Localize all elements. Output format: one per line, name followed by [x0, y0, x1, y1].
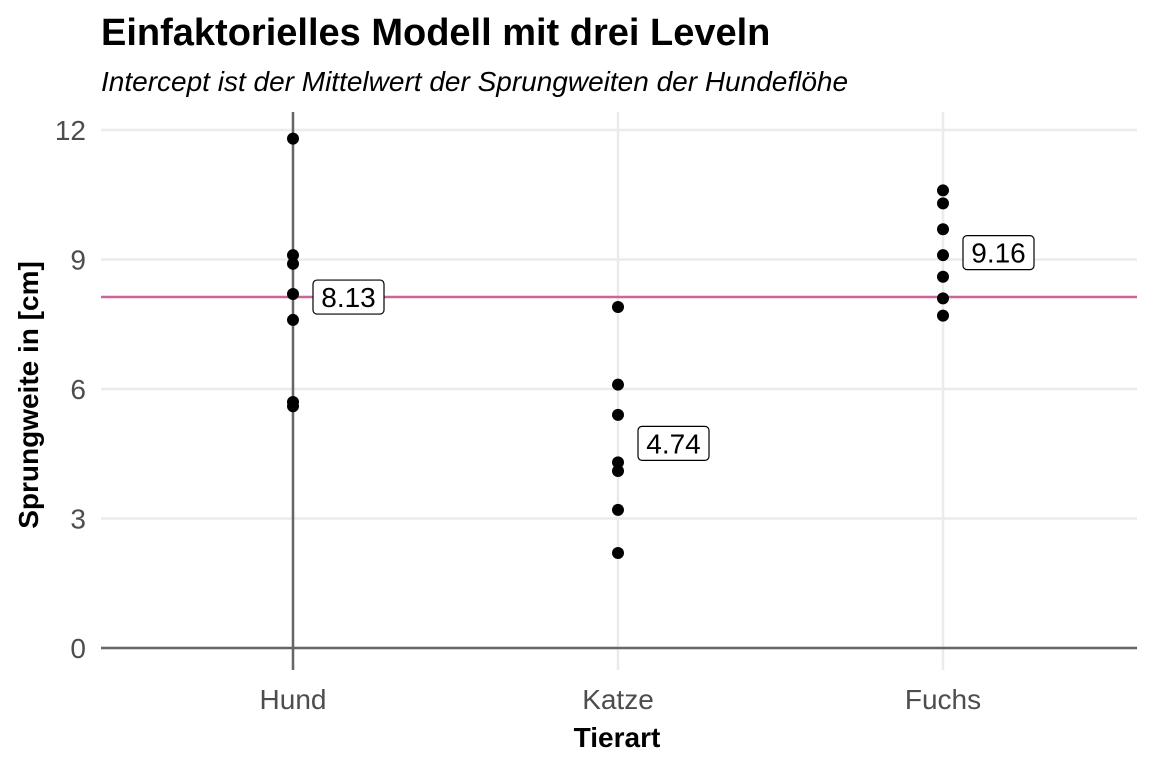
data-point: [937, 292, 949, 305]
data-point: [287, 257, 299, 270]
y-tick-labels: 0 3 6 9 12: [55, 115, 86, 664]
mean-labels: 8.13 4.74 9.16: [312, 234, 1035, 461]
data-point: [612, 456, 624, 469]
data-point: [937, 309, 949, 322]
y-tick-label: 0: [70, 633, 86, 664]
data-point: [287, 288, 299, 301]
x-tick-labels: Hund Katze Fuchs: [260, 684, 982, 715]
mean-label-text: 4.74: [646, 428, 701, 459]
chart-subtitle: Intercept ist der Mittelwert der Sprungw…: [101, 66, 848, 97]
x-tick-label: Katze: [582, 684, 654, 715]
data-point: [287, 132, 299, 145]
data-point: [937, 197, 949, 210]
data-point: [612, 465, 624, 478]
mean-label-text: 8.13: [321, 282, 376, 313]
data-point: [287, 249, 299, 262]
x-tick-label: Fuchs: [905, 684, 981, 715]
y-axis-title: Sprungweite in [cm]: [13, 261, 44, 529]
data-point: [937, 223, 949, 236]
data-point: [937, 249, 949, 262]
grid-lines: [101, 112, 1137, 670]
data-point: [937, 184, 949, 197]
mean-label-box: [962, 234, 1035, 271]
reference-lines: [101, 112, 1137, 670]
y-tick-label: 6: [70, 374, 86, 405]
x-axis-title: Tierart: [574, 722, 661, 753]
data-point: [612, 378, 624, 391]
y-tick-label: 9: [70, 245, 86, 276]
data-point: [612, 408, 624, 421]
data-points: [287, 132, 949, 560]
data-point: [612, 300, 624, 313]
chart-title: Einfaktorielles Modell mit drei Leveln: [101, 12, 770, 54]
y-tick-label: 3: [70, 504, 86, 535]
mean-label-text: 9.16: [971, 238, 1026, 269]
data-point: [287, 313, 299, 326]
data-point: [612, 503, 624, 516]
data-point: [612, 547, 624, 560]
mean-label-box: [312, 279, 385, 315]
x-tick-label: Hund: [260, 684, 327, 715]
y-tick-label: 12: [55, 115, 86, 146]
data-point: [937, 270, 949, 283]
data-point: [287, 400, 299, 413]
mean-label-box: [637, 425, 710, 461]
